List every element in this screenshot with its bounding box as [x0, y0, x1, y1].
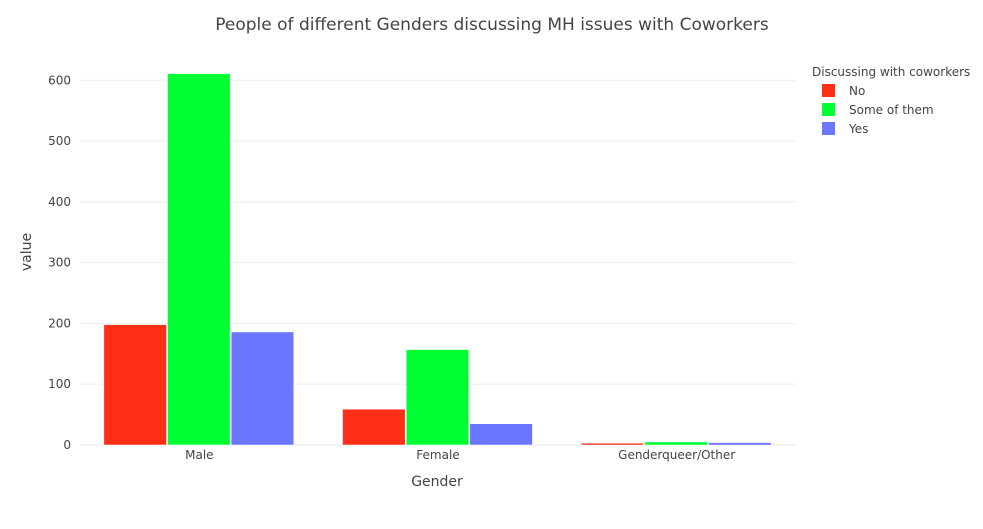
legend-swatch	[822, 122, 835, 135]
y-tick-label: 400	[48, 195, 71, 209]
legend[interactable]: Discussing with coworkers No Some of them…	[812, 65, 970, 136]
legend-title: Discussing with coworkers	[812, 65, 970, 79]
bar[interactable]	[103, 324, 167, 446]
y-tick-label: 600	[48, 73, 71, 87]
legend-items[interactable]: No Some of them Yes	[822, 84, 934, 136]
x-tick-label: Female	[416, 448, 459, 462]
legend-label: No	[849, 84, 865, 98]
x-tick-label: Genderqueer/Other	[618, 448, 735, 462]
x-tick-labels: Male Female Genderqueer/Other	[185, 448, 735, 462]
bar[interactable]	[708, 442, 772, 446]
x-axis-title: Gender	[411, 474, 463, 490]
bar[interactable]	[167, 73, 231, 446]
bar[interactable]	[230, 331, 295, 446]
legend-swatch	[822, 103, 835, 116]
bar[interactable]	[469, 423, 533, 446]
bar[interactable]	[342, 408, 406, 446]
y-tick-label: 300	[48, 256, 71, 270]
bar[interactable]	[580, 442, 645, 446]
legend-label: Yes	[848, 122, 868, 136]
legend-item[interactable]: Yes	[822, 122, 868, 136]
legend-swatch	[822, 84, 835, 97]
x-tick-label: Male	[185, 448, 213, 462]
bars-group	[103, 73, 772, 446]
legend-item[interactable]: Some of them	[822, 103, 934, 117]
y-tick-label: 0	[63, 438, 71, 452]
y-tick-label: 100	[48, 377, 71, 391]
y-tick-label: 500	[48, 134, 71, 148]
legend-item[interactable]: No	[822, 84, 865, 98]
chart-title: People of different Genders discussing M…	[215, 15, 769, 35]
y-axis-title: value	[19, 233, 35, 271]
y-tick-labels: 0 100 200 300 400 500 600	[48, 73, 71, 452]
y-tick-label: 200	[48, 316, 71, 330]
legend-label: Some of them	[849, 103, 934, 117]
bar[interactable]	[644, 441, 708, 446]
bar[interactable]	[405, 349, 470, 446]
